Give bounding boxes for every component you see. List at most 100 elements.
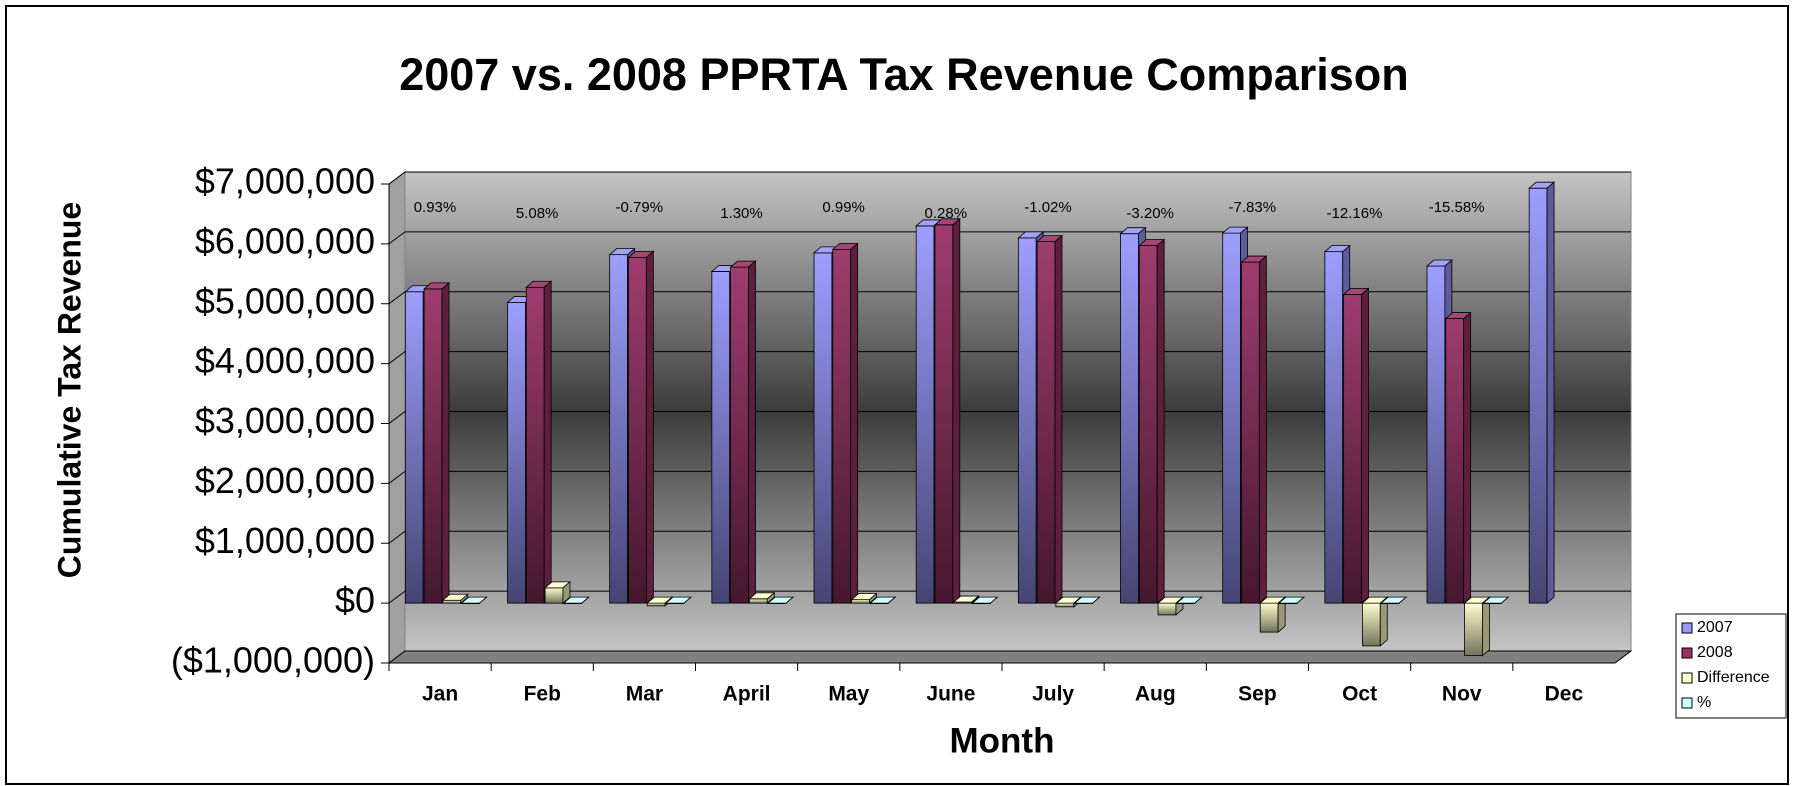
bar-side xyxy=(460,593,469,604)
legend-label: % xyxy=(1697,694,1711,711)
legend-swatch xyxy=(1681,697,1693,709)
y-tick-label: $1,000,000 xyxy=(195,520,375,561)
bar-front xyxy=(1324,251,1344,604)
axis-right xyxy=(1614,650,1632,664)
bar-front xyxy=(915,225,935,604)
bar-front xyxy=(1138,245,1158,604)
bar xyxy=(1277,596,1305,605)
bar xyxy=(543,580,572,604)
x-tick-label: Mar xyxy=(626,683,663,706)
bar-front xyxy=(1120,233,1139,604)
floor xyxy=(387,650,1633,664)
bar-side xyxy=(887,596,896,604)
bar xyxy=(1528,181,1556,604)
bar-front xyxy=(628,257,647,604)
bar-side xyxy=(1258,255,1267,604)
x-tick-label: April xyxy=(723,683,771,706)
bar-front xyxy=(544,587,564,604)
bar-side xyxy=(1500,596,1509,604)
bar-side xyxy=(785,596,794,604)
bar-side xyxy=(1054,234,1063,604)
data-label: 0.99% xyxy=(822,199,865,216)
bar-front xyxy=(1343,294,1362,604)
bar-front xyxy=(442,599,462,604)
x-tick-label: June xyxy=(926,683,975,706)
bar xyxy=(460,596,488,605)
bar-front xyxy=(609,254,628,604)
bar xyxy=(952,595,980,604)
bar-side xyxy=(543,280,552,604)
data-label: 0.28% xyxy=(925,205,968,222)
bar xyxy=(1380,596,1408,605)
bar xyxy=(729,260,757,604)
data-label: -3.20% xyxy=(1126,205,1174,222)
bar-side xyxy=(990,596,998,604)
grid-line xyxy=(388,650,1631,664)
legend-swatch xyxy=(1681,622,1693,634)
y-tick-label: $4,000,000 xyxy=(195,340,375,381)
bar xyxy=(1259,596,1287,633)
bar-front xyxy=(813,252,833,604)
bar-side xyxy=(1546,181,1555,604)
data-label: 5.08% xyxy=(516,205,559,222)
bar-front xyxy=(832,248,852,604)
bar-side xyxy=(683,596,692,604)
bar-front xyxy=(1241,261,1260,604)
bar xyxy=(1482,596,1510,605)
legend-label: Difference xyxy=(1697,669,1770,686)
x-tick-label: May xyxy=(828,683,869,706)
y-tick-label: $5,000,000 xyxy=(195,280,375,321)
bar xyxy=(1342,287,1370,604)
bar-side xyxy=(1398,596,1407,604)
bar xyxy=(423,282,451,604)
x-tick-label: Oct xyxy=(1342,683,1377,706)
bar xyxy=(1036,234,1064,604)
bar-front xyxy=(1361,602,1381,647)
bar-front xyxy=(525,286,545,604)
bar-front xyxy=(423,288,443,604)
bar xyxy=(1444,311,1472,604)
bar-side xyxy=(441,282,450,604)
bar-front xyxy=(1222,232,1241,604)
bar-front xyxy=(851,599,870,604)
bar xyxy=(627,250,655,604)
bar-front xyxy=(1157,602,1177,616)
data-label: -15.58% xyxy=(1429,199,1485,216)
bar xyxy=(1175,596,1203,605)
bar-side xyxy=(850,242,859,604)
bar-side xyxy=(1361,287,1369,604)
bar-side xyxy=(581,596,590,604)
x-tick-label: Feb xyxy=(524,683,561,706)
bar-front xyxy=(1055,602,1075,608)
bar-front xyxy=(1426,265,1446,604)
y-tick-label: $6,000,000 xyxy=(195,220,375,261)
bar xyxy=(933,217,961,604)
y-tick-label: $0 xyxy=(335,580,375,621)
bar-front xyxy=(730,266,749,604)
bar-front xyxy=(711,271,731,604)
bar xyxy=(1361,596,1389,647)
bar-side xyxy=(748,260,756,604)
bar-side xyxy=(766,591,775,604)
bar-side xyxy=(479,596,487,604)
x-tick-label: Dec xyxy=(1545,683,1584,706)
bar-side xyxy=(1379,596,1388,647)
bar-front xyxy=(507,302,526,604)
data-label: -1.02% xyxy=(1024,199,1072,216)
bar xyxy=(971,596,999,605)
bar-front xyxy=(404,291,424,604)
bar xyxy=(664,596,692,605)
y-tick-label: ($1,000,000) xyxy=(171,640,375,681)
bar-side xyxy=(562,580,571,604)
x-tick-label: Aug xyxy=(1135,683,1176,706)
y-tick-label: $3,000,000 xyxy=(195,400,375,441)
data-label: -0.79% xyxy=(616,199,664,216)
bar-side xyxy=(1296,596,1305,604)
legend-swatch xyxy=(1681,672,1693,684)
bar xyxy=(1240,255,1268,604)
x-tick-label: Jan xyxy=(422,683,458,706)
x-tick-label: Sep xyxy=(1238,683,1277,706)
x-tick-label: July xyxy=(1032,683,1074,706)
bar-front xyxy=(1017,237,1037,604)
